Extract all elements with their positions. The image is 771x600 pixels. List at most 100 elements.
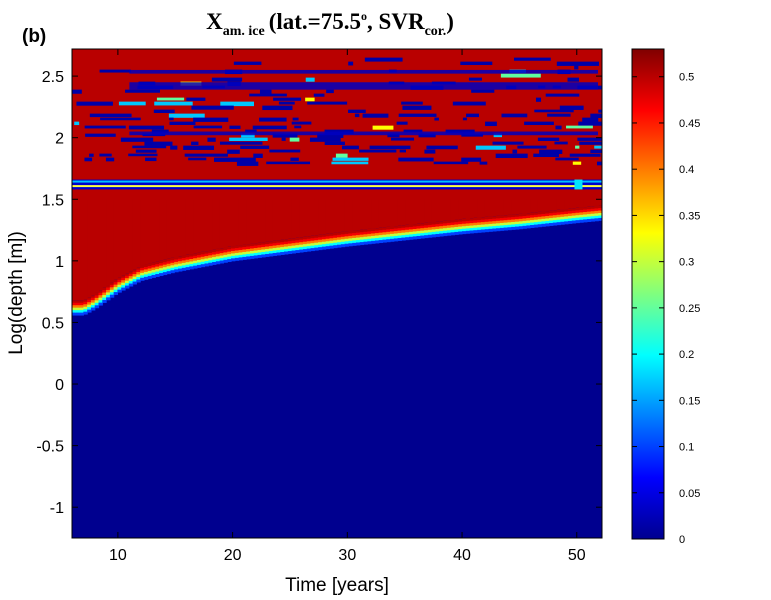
front-cell [454, 229, 459, 233]
noise-dash [317, 133, 344, 138]
front-cell [302, 244, 308, 248]
front-cell [246, 251, 251, 255]
front-cell [106, 294, 111, 298]
front-cell [314, 235, 319, 239]
front-column [427, 199, 433, 223]
front-cell [526, 215, 531, 219]
front-cell [458, 221, 463, 225]
front-cell [295, 242, 300, 246]
front-cell [401, 237, 406, 241]
noise-dash [85, 133, 116, 137]
front-cell [310, 243, 315, 247]
front-cell [223, 252, 228, 256]
front-cell [329, 233, 334, 237]
noise-dash [492, 141, 524, 145]
front-cell [238, 252, 243, 256]
noise-dash [313, 93, 325, 97]
front-cell [90, 305, 96, 309]
front-column [390, 199, 395, 227]
noise-dash [191, 141, 199, 146]
front-cell [397, 233, 402, 237]
front-cell [598, 215, 602, 219]
front-cell [147, 273, 153, 277]
noise-dash [207, 137, 216, 142]
front-column [571, 199, 577, 209]
front-cell [533, 217, 539, 221]
front-cell [416, 231, 421, 235]
noise-dash [169, 121, 196, 125]
front-column [537, 199, 543, 212]
front-cell [541, 221, 546, 225]
front-cell [537, 211, 543, 215]
front-cell [333, 232, 338, 236]
front-column [196, 199, 202, 253]
front-cell [408, 231, 414, 235]
noise-dash [220, 101, 254, 107]
front-cell [189, 258, 194, 262]
front-cell [340, 231, 346, 235]
front-cell [314, 237, 319, 241]
front-cell [98, 295, 103, 299]
front-cell [204, 263, 209, 267]
front-cell [420, 228, 425, 232]
front-cell [212, 259, 217, 263]
front-cell [166, 261, 172, 265]
front-cell [276, 242, 281, 246]
front-cell [526, 213, 531, 217]
front-cell [469, 220, 474, 224]
noise-dash [292, 117, 299, 121]
front-cell [363, 241, 368, 245]
front-cell [590, 213, 596, 217]
front-column [151, 199, 156, 263]
front-cell [128, 278, 134, 282]
noise-dash [590, 149, 602, 154]
front-cell [420, 225, 425, 229]
front-cell [439, 233, 444, 237]
front-cell [507, 217, 512, 221]
front-column [98, 199, 103, 291]
front-cell [151, 265, 156, 269]
front-cell [461, 231, 467, 235]
front-cell [219, 253, 225, 257]
front-cell [117, 277, 122, 281]
front-cell [325, 246, 331, 250]
front-column [518, 199, 524, 214]
front-cell [340, 239, 346, 243]
front-cell [352, 230, 357, 234]
front-cell [87, 309, 92, 313]
front-cell [212, 254, 217, 258]
noise-dash [249, 93, 287, 97]
front-cell [238, 254, 243, 258]
front-cell [113, 289, 119, 293]
front-cell [344, 238, 349, 242]
front-cell [416, 223, 421, 227]
noise-dash [466, 113, 480, 118]
front-cell [401, 227, 406, 231]
front-cell [174, 261, 179, 265]
front-cell [299, 242, 304, 246]
noise-dash [252, 125, 287, 130]
front-cell [98, 302, 103, 306]
front-cell [159, 260, 164, 264]
front-cell [431, 229, 437, 233]
front-column [545, 199, 550, 212]
front-column [178, 199, 183, 257]
front-cell [170, 270, 175, 274]
front-cell [200, 251, 206, 255]
front-cell [514, 219, 520, 223]
front-cell [249, 246, 255, 250]
front-cell [87, 307, 92, 311]
noise-dash [534, 109, 574, 113]
front-cell [117, 279, 122, 283]
front-cell [405, 237, 410, 241]
front-cell [390, 238, 395, 242]
noise-dash [575, 145, 580, 149]
front-cell [125, 278, 130, 282]
front-cell [113, 284, 119, 288]
front-cell [140, 267, 145, 271]
front-cell [215, 248, 221, 252]
noise-dash [305, 97, 315, 102]
front-cell [571, 210, 577, 214]
front-cell [469, 218, 474, 222]
front-cell [223, 254, 228, 258]
